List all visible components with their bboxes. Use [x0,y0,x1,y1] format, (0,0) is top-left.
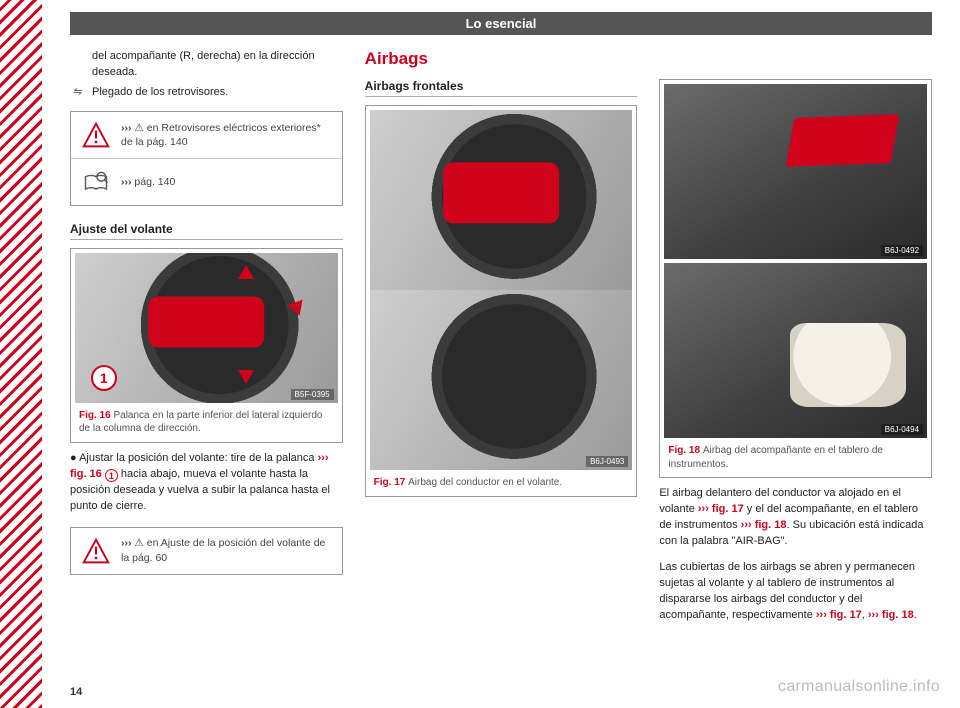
subheading-steering: Ajuste del volante [70,222,343,240]
book-icon [81,167,111,197]
info-steering-warning-text: ››› ⚠ en Ajuste de la posición del volan… [121,536,332,564]
figure-18-code-a: B6J-0492 [881,245,923,256]
figure-18-image-bottom: B6J-0494 [664,263,927,438]
columns: del acompañante (R, derecha) en la direc… [70,49,932,624]
chapter-title: Lo esencial [466,16,537,31]
warning-icon [81,536,111,566]
page-content: Lo esencial del acompañante (R, derecha)… [42,0,960,708]
figure-17-code: B6J-0493 [586,456,628,467]
section-title-airbags: Airbags [365,49,638,69]
info-box-mirrors: ››› ⚠ en Retrovisores eléctricos exterio… [70,111,343,206]
airbag-covers-paragraph: Las cubiertas de los airbags se abren y … [659,560,932,624]
subheading-front-airbags: Airbags frontales [365,79,638,97]
page-hatch-stripe [0,0,42,708]
chapter-header: Lo esencial [70,12,932,35]
info-mirrors-warning-text: ››› ⚠ en Retrovisores eléctricos exterio… [121,121,332,149]
figure-18-code-b: B6J-0494 [881,424,923,435]
figure-16-caption: Fig. 16 Palanca en la parte inferior del… [75,403,338,438]
figure-18: B6J-0492 B6J-0494 Fig. 18 Airbag del aco… [659,79,932,478]
page-number: 14 [70,686,82,698]
airbag-location-paragraph: El airbag delantero del conductor va alo… [659,486,932,550]
figure-17: B6J-0493 Fig. 17 Airbag del conductor en… [365,105,638,497]
figure-18-caption: Fig. 18 Airbag del acompañante en el tab… [664,438,927,473]
steering-adjust-paragraph: ● Ajustar la posición del volante: tire … [70,451,343,515]
warning-icon [81,120,111,150]
figure-16-code: B5F-0395 [291,389,334,400]
figure-16-callout-1: 1 [91,365,117,391]
list-marker-blank [70,49,84,81]
continuation-list: del acompañante (R, derecha) en la direc… [70,49,343,101]
figure-17-image: B6J-0493 [370,110,633,470]
continuation-text: del acompañante (R, derecha) en la direc… [92,49,343,81]
column-3: B6J-0492 B6J-0494 Fig. 18 Airbag del aco… [659,49,932,624]
column-1: del acompañante (R, derecha) en la direc… [70,49,343,624]
column-2: Airbags Airbags frontales [365,49,638,624]
list-marker-fold: ⇋ [70,85,84,101]
watermark: carmanualsonline.info [778,678,940,696]
fold-text: Plegado de los retrovisores. [92,85,228,101]
info-mirrors-page-ref: ››› pág. 140 [121,175,175,189]
figure-18-image-top: B6J-0492 [664,84,927,259]
circled-1: 1 [105,469,118,482]
info-box-steering: ››› ⚠ en Ajuste de la posición del volan… [70,527,343,575]
figure-17-caption: Fig. 17 Airbag del conductor en el volan… [370,470,633,492]
figure-16: 1 B5F-0395 Fig. 16 Palanca en la parte i… [70,248,343,443]
figure-16-image: 1 B5F-0395 [75,253,338,403]
